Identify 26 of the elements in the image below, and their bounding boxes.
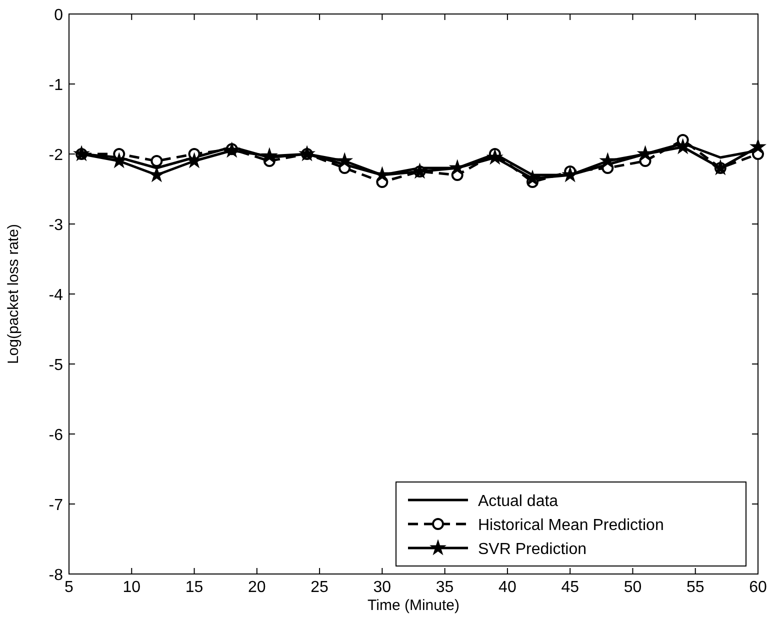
x-tick-label: 40	[498, 579, 516, 596]
x-tick-label: 35	[436, 579, 454, 596]
y-tick-label: -6	[48, 427, 64, 444]
y-tick-label: 0	[54, 7, 64, 24]
legend-label: Actual data	[478, 493, 558, 510]
legend-label: Historical Mean Prediction	[478, 517, 664, 534]
x-tick-label: 20	[248, 579, 266, 596]
x-tick-label: 45	[561, 579, 580, 596]
x-tick-label: 60	[749, 579, 767, 596]
y-tick-label: -7	[48, 497, 64, 514]
y-tick-label: -3	[48, 217, 64, 234]
x-tick-label: 5	[64, 579, 74, 596]
x-tick-label: 15	[185, 579, 204, 596]
y-tick-label: -5	[48, 357, 64, 374]
y-tick-label: -8	[48, 567, 64, 584]
x-axis-title: Time (Minute)	[368, 597, 460, 614]
legend-label: SVR Prediction	[478, 541, 586, 558]
y-tick-label: -1	[48, 77, 64, 94]
x-tick-label: 30	[373, 579, 392, 596]
x-tick-label: 10	[122, 579, 141, 596]
x-tick-label: 25	[310, 579, 329, 596]
x-tick-label: 55	[686, 579, 704, 596]
y-axis-title: Log(packet loss rate)	[5, 224, 22, 364]
y-tick-label: -4	[48, 287, 64, 304]
x-tick-label: 50	[624, 579, 642, 596]
y-tick-label: -2	[48, 147, 64, 164]
